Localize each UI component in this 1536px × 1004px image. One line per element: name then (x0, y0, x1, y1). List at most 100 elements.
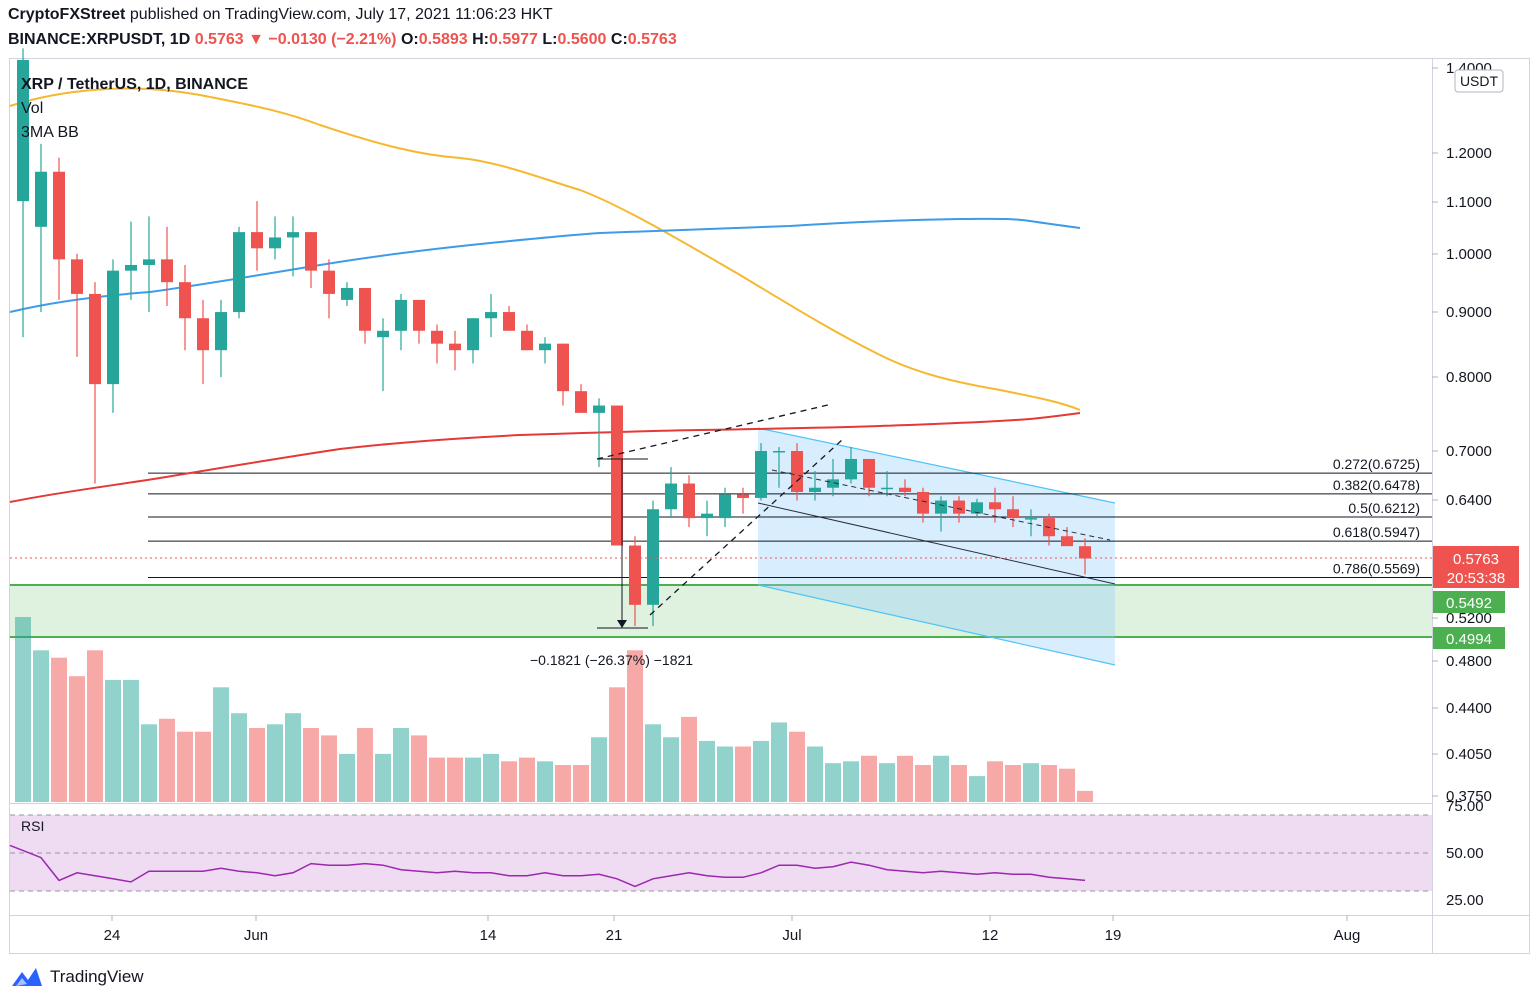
volume-bar (375, 753, 391, 802)
candle-body[interactable] (431, 330, 443, 344)
candle-body[interactable] (305, 232, 317, 271)
candle-body[interactable] (539, 343, 551, 351)
candle-body[interactable] (881, 487, 893, 490)
candle-body[interactable] (971, 502, 983, 514)
support-bottom-badge (1433, 627, 1505, 649)
volume-bar (429, 757, 445, 802)
price-tick-label: 0.4800 (1446, 653, 1492, 670)
last-price: 0.5763 (194, 31, 244, 48)
candle-body[interactable] (449, 343, 461, 351)
publisher-name[interactable]: CryptoFXStreet (8, 6, 126, 23)
candle-body[interactable] (71, 259, 83, 294)
candle-body[interactable] (701, 513, 713, 519)
candle-body[interactable] (953, 500, 965, 514)
candle-body[interactable] (377, 330, 389, 338)
candle-body[interactable] (989, 502, 1001, 510)
fib-label: 0.618(0.5947) (1333, 524, 1420, 540)
fib-label: 0.786(0.5569) (1333, 560, 1420, 576)
price-tick-label: 1.0000 (1446, 246, 1492, 263)
high-label: H: (472, 31, 489, 48)
legend-title[interactable]: XRP / TetherUS, 1D, BINANCE (21, 76, 248, 93)
volume-bar (861, 755, 877, 802)
candle-body[interactable] (89, 293, 101, 385)
legend-bb[interactable]: 3MA BB (21, 124, 79, 141)
candle-body[interactable] (863, 458, 875, 488)
candle-body[interactable] (845, 458, 857, 480)
candle-body[interactable] (1007, 509, 1019, 519)
candle-body[interactable] (1061, 536, 1073, 547)
volume-bar (339, 753, 355, 802)
candle-body[interactable] (467, 318, 479, 351)
candle-body[interactable] (593, 405, 605, 413)
candle-body[interactable] (35, 171, 47, 227)
candle-body[interactable] (161, 259, 173, 283)
support-top-badge-value: 0.5492 (1446, 595, 1492, 612)
candle-body[interactable] (647, 509, 659, 605)
candle-body[interactable] (773, 451, 785, 453)
candle-body[interactable] (755, 451, 767, 498)
candle-body[interactable] (899, 487, 911, 492)
candle-body[interactable] (1079, 546, 1091, 559)
candle-body[interactable] (1025, 518, 1037, 520)
candle-body[interactable] (233, 232, 245, 313)
candle-body[interactable] (611, 405, 623, 546)
time-tick-label: Aug (1334, 927, 1361, 944)
candle-body[interactable] (917, 491, 929, 514)
time-tick-label: 24 (104, 927, 121, 944)
close-value: 0.5763 (627, 31, 677, 48)
rsi-line[interactable] (9, 844, 1086, 888)
candle-body[interactable] (197, 318, 209, 351)
candle-body[interactable] (575, 391, 587, 413)
candle-body[interactable] (323, 270, 335, 294)
candle-body[interactable] (719, 494, 731, 519)
symbol-name[interactable]: BINANCE:XRPUSDT, 1D (8, 31, 191, 48)
candle-body[interactable] (809, 487, 821, 492)
candle-body[interactable] (359, 288, 371, 331)
candle-body[interactable] (827, 479, 839, 488)
rsi-axis-ticks: 75.00 50.00 25.00 (1446, 798, 1484, 909)
candle-body[interactable] (413, 299, 425, 331)
candle-body[interactable] (17, 59, 29, 202)
candle-body[interactable] (341, 288, 353, 300)
candle-body[interactable] (665, 483, 677, 510)
volume-bar (87, 650, 103, 802)
candle-body[interactable] (215, 312, 227, 351)
candle-body[interactable] (287, 232, 299, 238)
symbol-info: BINANCE:XRPUSDT, 1D 0.5763 ▼ −0.0130 (−2… (8, 31, 677, 49)
candle-body[interactable] (125, 264, 137, 271)
candle-body[interactable] (503, 312, 515, 331)
candle-body[interactable] (395, 299, 407, 331)
candle-body[interactable] (53, 171, 65, 260)
candle-body[interactable] (179, 282, 191, 319)
currency-badge[interactable] (1454, 69, 1504, 93)
candle-body[interactable] (251, 232, 263, 249)
volume-bar (465, 757, 481, 802)
price-tick-label: 0.5200 (1446, 610, 1492, 627)
price-tick-label: 0.6400 (1446, 492, 1492, 509)
legend-vol[interactable]: Vol (21, 100, 43, 117)
candle-body[interactable] (629, 545, 641, 605)
volume-bars (15, 617, 1093, 802)
candle-body[interactable] (737, 494, 749, 498)
candle-body[interactable] (143, 259, 155, 265)
descending-channel[interactable] (758, 428, 1115, 665)
support-top-badge (1433, 591, 1505, 613)
fib-label: 0.5(0.6212) (1348, 500, 1420, 516)
tradingview-brand[interactable]: TradingView (10, 966, 144, 988)
candle-body[interactable] (485, 312, 497, 319)
candlesticks[interactable] (17, 48, 1091, 627)
candle-body[interactable] (269, 237, 281, 249)
candle-body[interactable] (557, 343, 569, 392)
candle-body[interactable] (683, 483, 695, 519)
candle-body[interactable] (107, 270, 119, 385)
candle-body[interactable] (935, 500, 947, 514)
candle-body[interactable] (791, 451, 803, 492)
volume-bar (879, 763, 895, 802)
candle-body[interactable] (521, 330, 533, 351)
volume-bar (1005, 765, 1021, 802)
volume-bar (627, 650, 643, 802)
volume-bar (735, 746, 751, 802)
volume-bar (267, 724, 283, 802)
last-price-badge (1433, 546, 1519, 588)
